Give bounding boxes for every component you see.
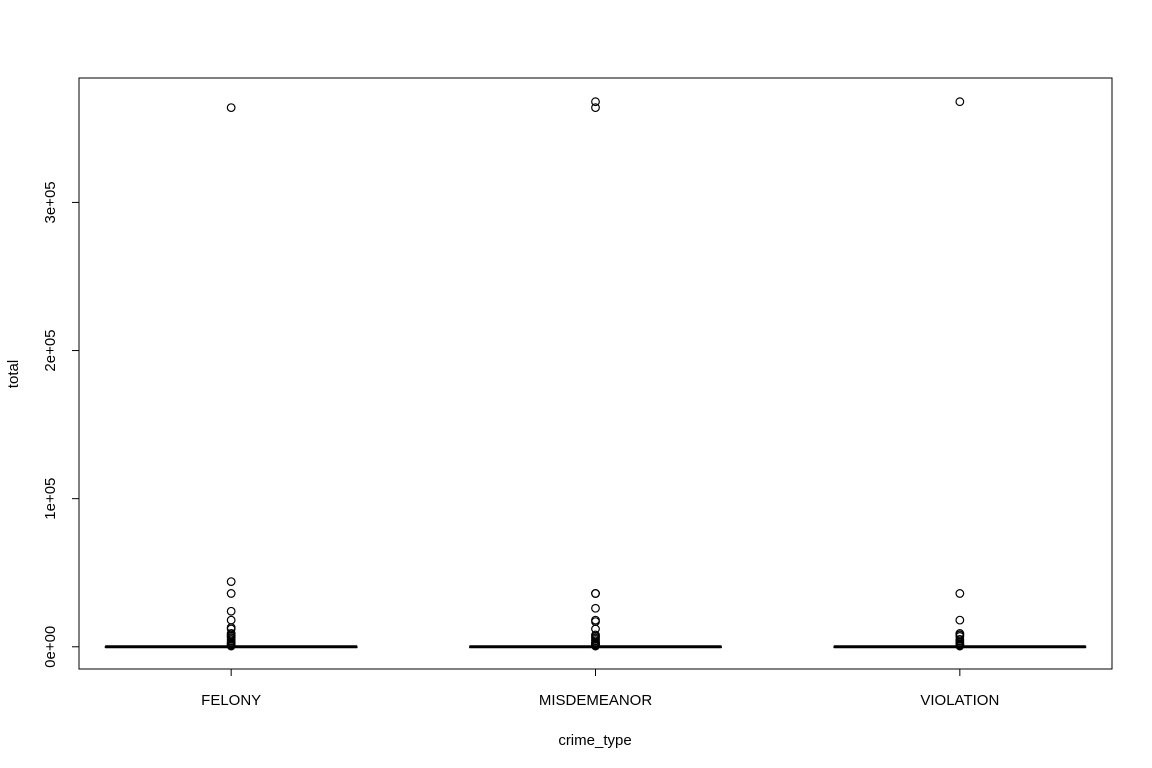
outlier-point (955, 97, 965, 107)
y-axis-title: total (5, 360, 22, 388)
outlier-point (226, 641, 236, 651)
outlier-point (955, 641, 965, 651)
outlier-point (591, 97, 600, 107)
x-axis-title: crime_type (558, 732, 631, 749)
box-felony (104, 103, 358, 651)
outlier-point (955, 615, 965, 625)
x-tick-label: MISDEMEANOR (539, 692, 653, 709)
outlier-point (591, 603, 600, 613)
y-tick-label: 0e+00 (42, 626, 59, 668)
outlier-point (226, 615, 236, 625)
outlier-point (226, 577, 236, 587)
outlier-point (955, 589, 965, 598)
outlier-point (226, 606, 236, 616)
box-violation (833, 97, 1087, 651)
outlier-point (591, 641, 600, 651)
y-axis: 0e+00 1e+05 2e+05 3e+05 (42, 181, 80, 668)
plot-frame (78, 77, 1113, 670)
x-tick-label: VIOLATION (920, 692, 999, 709)
boxes-layer (104, 97, 1087, 651)
y-tick-label: 3e+05 (42, 181, 59, 223)
outlier-point (226, 589, 236, 598)
x-axis: FELONY MISDEMEANOR VIOLATION (201, 668, 999, 709)
outlier-point (226, 103, 236, 113)
box-misdemeanor (469, 97, 722, 651)
outlier-point (591, 589, 600, 598)
y-tick-label: 2e+05 (42, 329, 59, 371)
y-tick-label: 1e+05 (42, 478, 59, 520)
outlier-point (591, 103, 600, 113)
x-tick-label: FELONY (201, 692, 261, 709)
